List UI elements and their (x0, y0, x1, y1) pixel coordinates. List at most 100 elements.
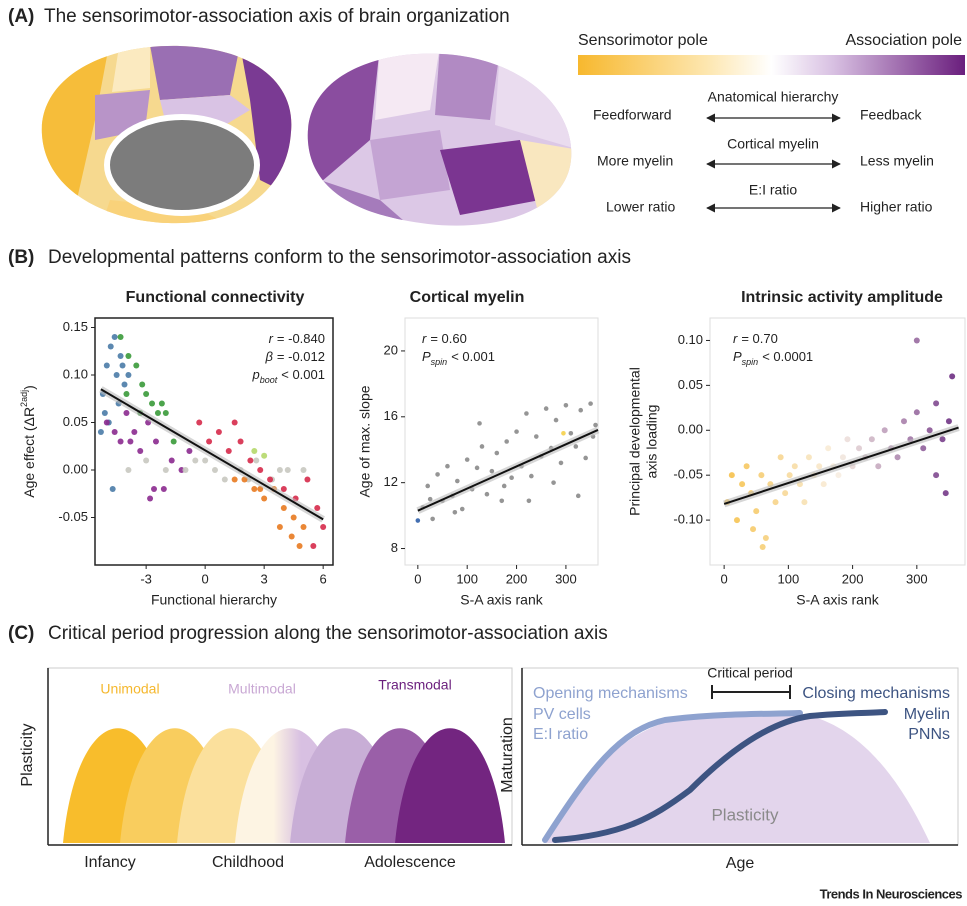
point (569, 431, 574, 436)
point (104, 420, 110, 426)
point (734, 517, 740, 523)
stat-symbol: P (733, 349, 742, 364)
point (593, 423, 598, 428)
mechanism-label: PV cells (533, 706, 591, 723)
point (110, 486, 116, 492)
point (914, 337, 920, 343)
point (460, 507, 465, 512)
y-axis-label: axis loading (644, 405, 660, 479)
point (297, 543, 303, 549)
point (806, 454, 812, 460)
y-tick-label: 12 (384, 474, 398, 489)
group-label: Unimodal (100, 681, 159, 697)
stat: r= 0.70 (733, 331, 778, 346)
point (163, 467, 169, 473)
point (125, 467, 131, 473)
point (430, 517, 435, 522)
y-axis-label-part: ) (21, 385, 37, 390)
point (821, 481, 827, 487)
point (750, 526, 756, 532)
point (901, 418, 907, 424)
brain-medial (30, 40, 300, 230)
row-name: E:I ratio (749, 182, 797, 198)
point (300, 524, 306, 530)
y-axis-label: Principal developmental (627, 367, 643, 516)
gradient-left-label: Sensorimotor pole (578, 32, 708, 49)
point (554, 418, 559, 423)
mechanism-label: Myelin (904, 706, 950, 723)
x-tick-label: 0 (202, 571, 209, 586)
point (933, 472, 939, 478)
point (186, 448, 192, 454)
point (559, 461, 564, 466)
stat-text: < 0.001 (281, 367, 325, 382)
point (825, 445, 831, 451)
stat-text: = -0.840 (277, 331, 325, 346)
row-name: Cortical myelin (727, 136, 819, 152)
point (143, 391, 149, 397)
row-right: Higher ratio (860, 199, 933, 215)
point (192, 458, 198, 464)
stat-text: < 0.001 (451, 349, 495, 364)
chart-title: Functional connectivity (126, 289, 305, 306)
y-tick-label: 0.15 (63, 319, 88, 334)
panel-label: (B) (8, 247, 34, 268)
x-axis-label: S-A axis rank (796, 592, 879, 608)
point (98, 429, 104, 435)
row-right: Less myelin (860, 153, 934, 169)
stat-symbol: r (733, 331, 738, 346)
stat: Pspin< 0.0001 (733, 349, 813, 367)
point (477, 421, 482, 426)
x-tick-label: 100 (778, 571, 800, 586)
point (778, 454, 784, 460)
point (534, 434, 539, 439)
point (122, 382, 128, 388)
stat-symbol: r (269, 331, 274, 346)
point (529, 474, 534, 479)
point (578, 408, 583, 413)
point (856, 445, 862, 451)
stat-text: = 0.70 (741, 331, 778, 346)
mechanism-label: Opening mechanisms (533, 685, 688, 702)
point (102, 410, 108, 416)
x-tick-label: 200 (842, 571, 864, 586)
point (739, 481, 745, 487)
point (267, 477, 273, 483)
stage-label: Adolescence (364, 854, 456, 871)
point (112, 334, 118, 340)
point (524, 411, 529, 416)
point (291, 515, 297, 521)
point (485, 492, 490, 497)
point (206, 439, 212, 445)
y-axis-label: Maturation (499, 717, 516, 793)
point (281, 505, 287, 511)
point (583, 456, 588, 461)
point (758, 472, 764, 478)
stat: β= -0.012 (264, 349, 325, 364)
group-label: Multimodal (228, 681, 296, 697)
point (782, 490, 788, 496)
point (920, 445, 926, 451)
y-tick-label: 0.00 (63, 461, 88, 476)
point (314, 505, 320, 511)
point (226, 448, 232, 454)
point (261, 496, 267, 502)
x-tick-label: 200 (506, 571, 528, 586)
point (933, 400, 939, 406)
point (753, 508, 759, 514)
y-axis-label-part: Age effect (ΔR (21, 407, 37, 498)
stat-text: = -0.012 (277, 349, 325, 364)
point (232, 477, 238, 483)
point (112, 429, 118, 435)
row-left: Feedforward (593, 107, 672, 123)
point (927, 427, 933, 433)
fit-line (101, 389, 323, 519)
point (133, 363, 139, 369)
point (787, 472, 793, 478)
row-left: Lower ratio (606, 199, 675, 215)
point (253, 458, 259, 464)
panel-title: The sensorimotor-association axis of bra… (44, 6, 510, 27)
point (490, 469, 495, 474)
point (564, 403, 569, 408)
panel-label: (A) (8, 6, 34, 27)
